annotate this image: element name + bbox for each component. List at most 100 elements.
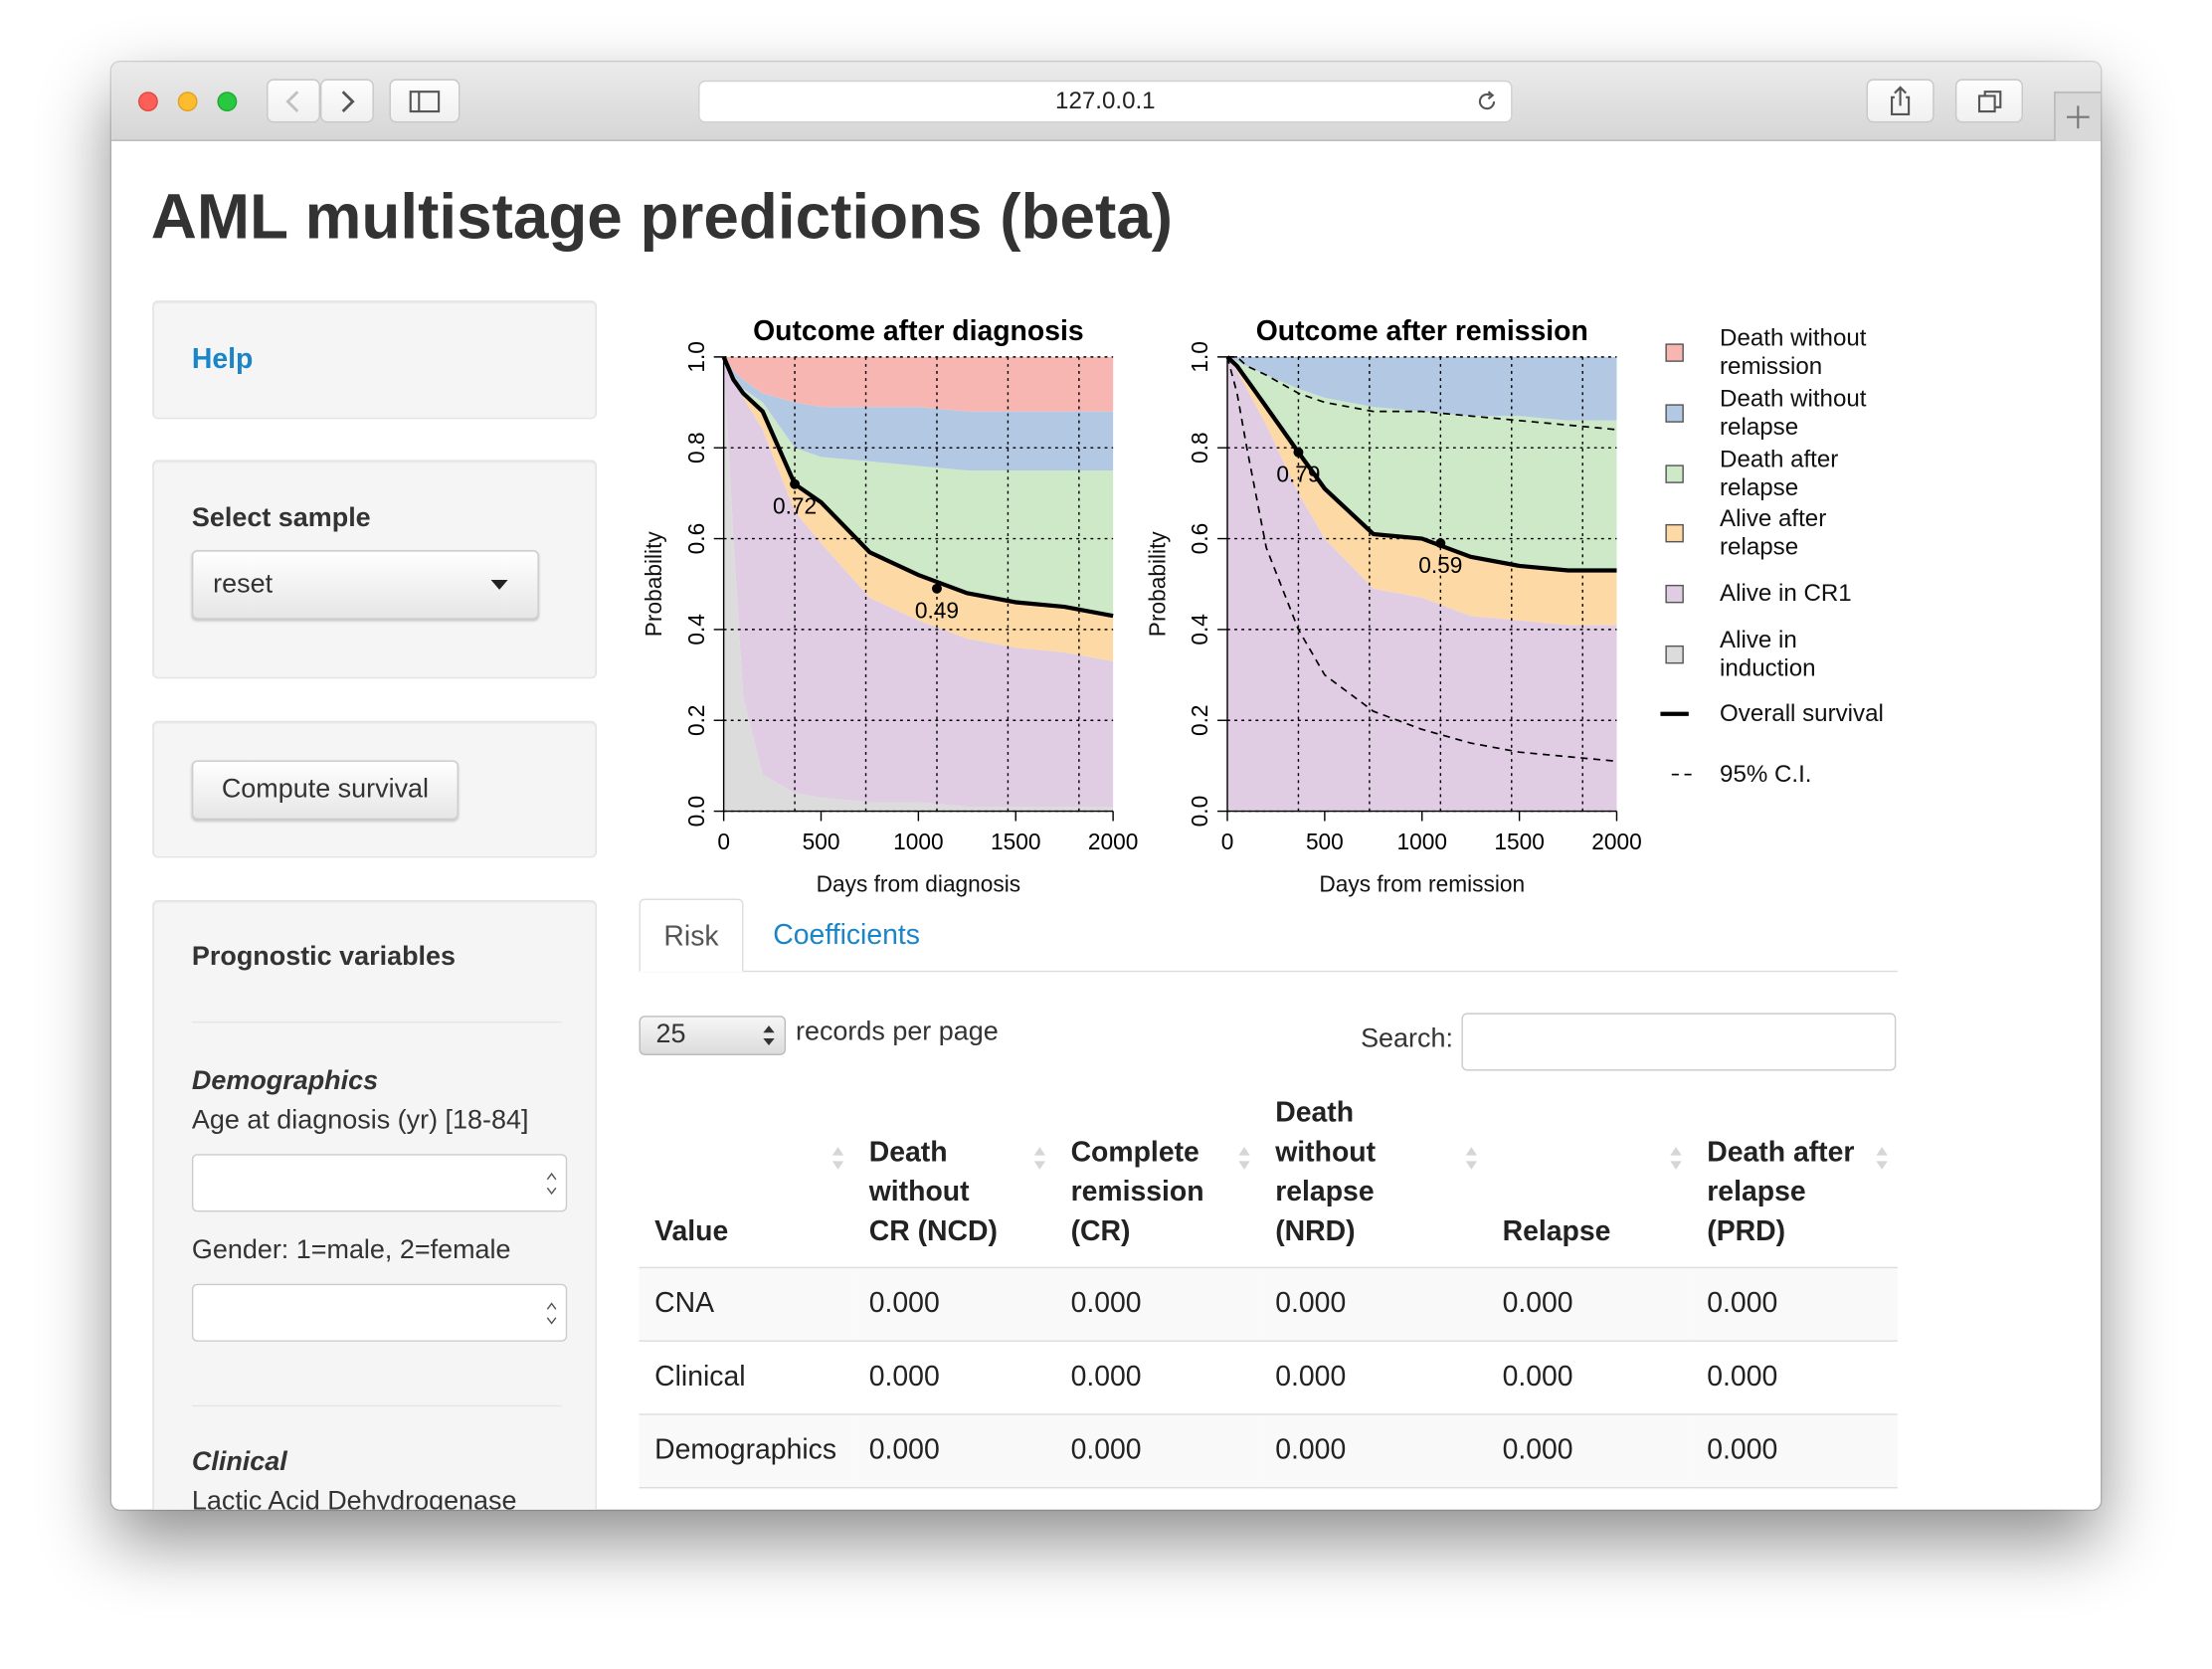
- table-cell: 0.000: [1691, 1340, 1898, 1414]
- share-icon: [1891, 86, 1911, 115]
- x-axis-title: Days from diagnosis: [817, 870, 1021, 896]
- table-row: Demographics 0.000 0.000 0.000 0.000 0.000: [639, 1413, 1898, 1488]
- column-header[interactable]: Relapse: [1486, 1093, 1692, 1269]
- sidebar-button[interactable]: [389, 79, 461, 123]
- sort-arrow: [1033, 1147, 1046, 1170]
- share-button[interactable]: [1866, 79, 1935, 123]
- x-tick-label: 1000: [893, 829, 943, 854]
- minimize-button[interactable]: [177, 92, 198, 112]
- legend-symbol: [1665, 464, 1684, 483]
- table-cell: 0.000: [1259, 1266, 1487, 1342]
- age-input[interactable]: [191, 1154, 568, 1212]
- y-tick-label: 0.0: [1187, 796, 1212, 828]
- annotation-point: [1293, 447, 1304, 458]
- table-cell: Clinical: [639, 1340, 854, 1414]
- legend-swatch: [1665, 524, 1684, 543]
- legend-symbol: [1671, 774, 1695, 776]
- section-title: Clinical: [191, 1447, 287, 1478]
- y-tick-label: 0.4: [1187, 614, 1212, 646]
- area: [1227, 356, 1617, 626]
- prognostic-panel: Prognostic variables Demographics Age at…: [152, 899, 597, 1510]
- column-header-text: Value: [654, 1215, 729, 1247]
- search-label: Search:: [1361, 1023, 1453, 1054]
- table-cell: 0.000: [853, 1486, 1055, 1510]
- table-cell: 0.000: [1054, 1486, 1260, 1510]
- table-cell: CNA: [639, 1266, 854, 1342]
- help-link[interactable]: Help: [191, 344, 254, 376]
- legend-label: Alive after relapse: [1720, 505, 1827, 561]
- plus-icon: [2066, 105, 2090, 129]
- compute-button[interactable]: Compute survival: [191, 760, 459, 821]
- column-header[interactable]: Complete remission (CR): [1054, 1093, 1260, 1269]
- title-bar: 127.0.0.1: [111, 62, 2101, 141]
- column-header[interactable]: Value: [639, 1093, 854, 1269]
- legend-label: Death after relapse: [1720, 445, 1839, 501]
- column-header-text: Relapse: [1502, 1215, 1611, 1247]
- x-tick-label: 2000: [1088, 829, 1138, 854]
- field-label: Gender: 1=male, 2=female: [191, 1235, 511, 1266]
- area: [723, 356, 1114, 617]
- legend-item: Death after relapse: [1658, 444, 1926, 504]
- column-header-text: Complete remission (CR): [1070, 1137, 1204, 1247]
- zoom-button[interactable]: [217, 92, 238, 112]
- table-cell: 0.000: [1486, 1266, 1692, 1342]
- x-axis-title: Days from remission: [1319, 870, 1525, 896]
- y-axis-title: Probability: [1145, 531, 1171, 638]
- tab[interactable]: Risk: [639, 898, 744, 973]
- line: [721, 356, 1114, 619]
- table-cell: Demographics: [639, 1413, 854, 1488]
- forward-icon: [341, 91, 355, 113]
- divider: [191, 1020, 562, 1023]
- column-header[interactable]: Death without CR (NCD): [853, 1093, 1055, 1269]
- tab[interactable]: Coefficients: [773, 919, 920, 952]
- spinner-icon: [546, 1172, 557, 1196]
- area: [1227, 356, 1617, 421]
- legend-label: Alive in induction: [1720, 626, 1816, 681]
- legend-item: Alive in CR1: [1658, 564, 1926, 625]
- legend: Death without remission Death without rel…: [1658, 323, 1926, 805]
- sort-icon: [1876, 1147, 1888, 1170]
- reload-icon[interactable]: [1474, 89, 1500, 114]
- tabs-icon: [1977, 91, 2002, 113]
- x-tick-label: 1500: [1494, 829, 1544, 854]
- forward-button[interactable]: [319, 79, 374, 123]
- table-row: Clinical 0.000 0.000 0.000 0.000 0.000: [639, 1340, 1898, 1414]
- page-title: AML multistage predictions (beta): [150, 180, 1174, 253]
- gender-input[interactable]: [191, 1283, 568, 1342]
- page-length-select[interactable]: 25: [639, 1016, 787, 1055]
- sample-select[interactable]: reset: [191, 550, 539, 620]
- annotation-point: [932, 583, 942, 594]
- annotation-point: [1435, 538, 1446, 549]
- compute-panel: Compute survival: [152, 720, 597, 858]
- column-header[interactable]: Death without relapse (NRD): [1259, 1093, 1487, 1269]
- legend-swatch: [1665, 585, 1684, 604]
- y-tick-label: 0.2: [683, 704, 709, 736]
- legend-swatch: [1665, 464, 1684, 483]
- y-tick-label: 0.8: [1187, 432, 1212, 464]
- x-tick-label: 1000: [1397, 829, 1447, 854]
- table-cell: Fusions: [639, 1486, 854, 1510]
- page-length-label: records per page: [795, 1017, 999, 1047]
- column-header[interactable]: Death after relapse (PRD): [1691, 1093, 1898, 1269]
- legend-label: Death without remission: [1720, 324, 1867, 381]
- address-bar[interactable]: 127.0.0.1: [698, 80, 1513, 123]
- tabs-button[interactable]: [1954, 79, 2023, 123]
- y-tick-label: 0.0: [683, 796, 709, 828]
- y-tick-label: 0.6: [1187, 523, 1212, 555]
- legend-symbol: [1660, 712, 1689, 717]
- x-tick-label: 2000: [1591, 829, 1641, 854]
- search-input[interactable]: [1461, 1013, 1897, 1071]
- column-header-text: Death without CR (NCD): [868, 1137, 998, 1247]
- table-cell: 0.000: [1691, 1413, 1898, 1488]
- sort-arrow: [1465, 1147, 1478, 1170]
- legend-item: Alive in induction: [1658, 625, 1926, 685]
- legend-symbol: [1665, 585, 1684, 604]
- select-panel: Select sample reset: [152, 460, 597, 679]
- close-button[interactable]: [138, 92, 158, 112]
- sort-arrow: [1238, 1147, 1250, 1170]
- new-tab-button[interactable]: [2054, 92, 2101, 141]
- back-button[interactable]: [267, 79, 320, 123]
- legend-symbol: [1665, 524, 1684, 543]
- page-length-value: 25: [655, 1020, 686, 1050]
